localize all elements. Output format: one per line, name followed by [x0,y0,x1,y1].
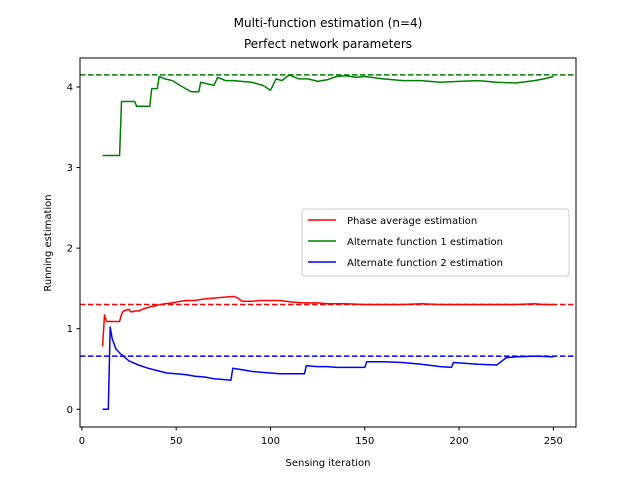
y-tick-label: 3 [67,163,73,174]
x-tick-label: 50 [170,436,183,447]
series-lines [101,74,554,411]
legend-label-alternate-1: Alternate function 1 estimation [347,237,503,248]
chart-subtitle: Perfect network parameters [244,37,412,51]
legend: Phase average estimation Alternate funct… [301,208,570,277]
legend-label-phase-average: Phase average estimation [347,216,477,227]
x-axis: 0 50 100 150 200 250 [79,427,563,447]
legend-box [301,208,570,277]
chart-title: Multi-function estimation (n=4) [234,16,423,30]
y-tick-label: 4 [67,83,73,94]
y-axis-label: Running estimation [43,194,54,291]
x-tick-label: 250 [544,436,563,447]
y-tick-label: 0 [67,405,73,416]
series-line-alternate-1 [102,74,554,157]
x-tick-label: 150 [355,436,374,447]
y-tick-label: 1 [67,324,73,335]
y-tick-label: 2 [67,244,73,255]
legend-label-alternate-2: Alternate function 2 estimation [347,258,503,269]
x-axis-label: Sensing iteration [286,458,371,469]
y-axis: 0 1 2 3 4 [67,83,80,416]
x-tick-label: 0 [79,436,85,447]
x-tick-label: 200 [450,436,469,447]
series-line-alternate-2 [102,326,554,411]
x-tick-label: 100 [261,436,280,447]
series-line-phase-average [101,295,554,347]
plot-frame [79,57,577,428]
